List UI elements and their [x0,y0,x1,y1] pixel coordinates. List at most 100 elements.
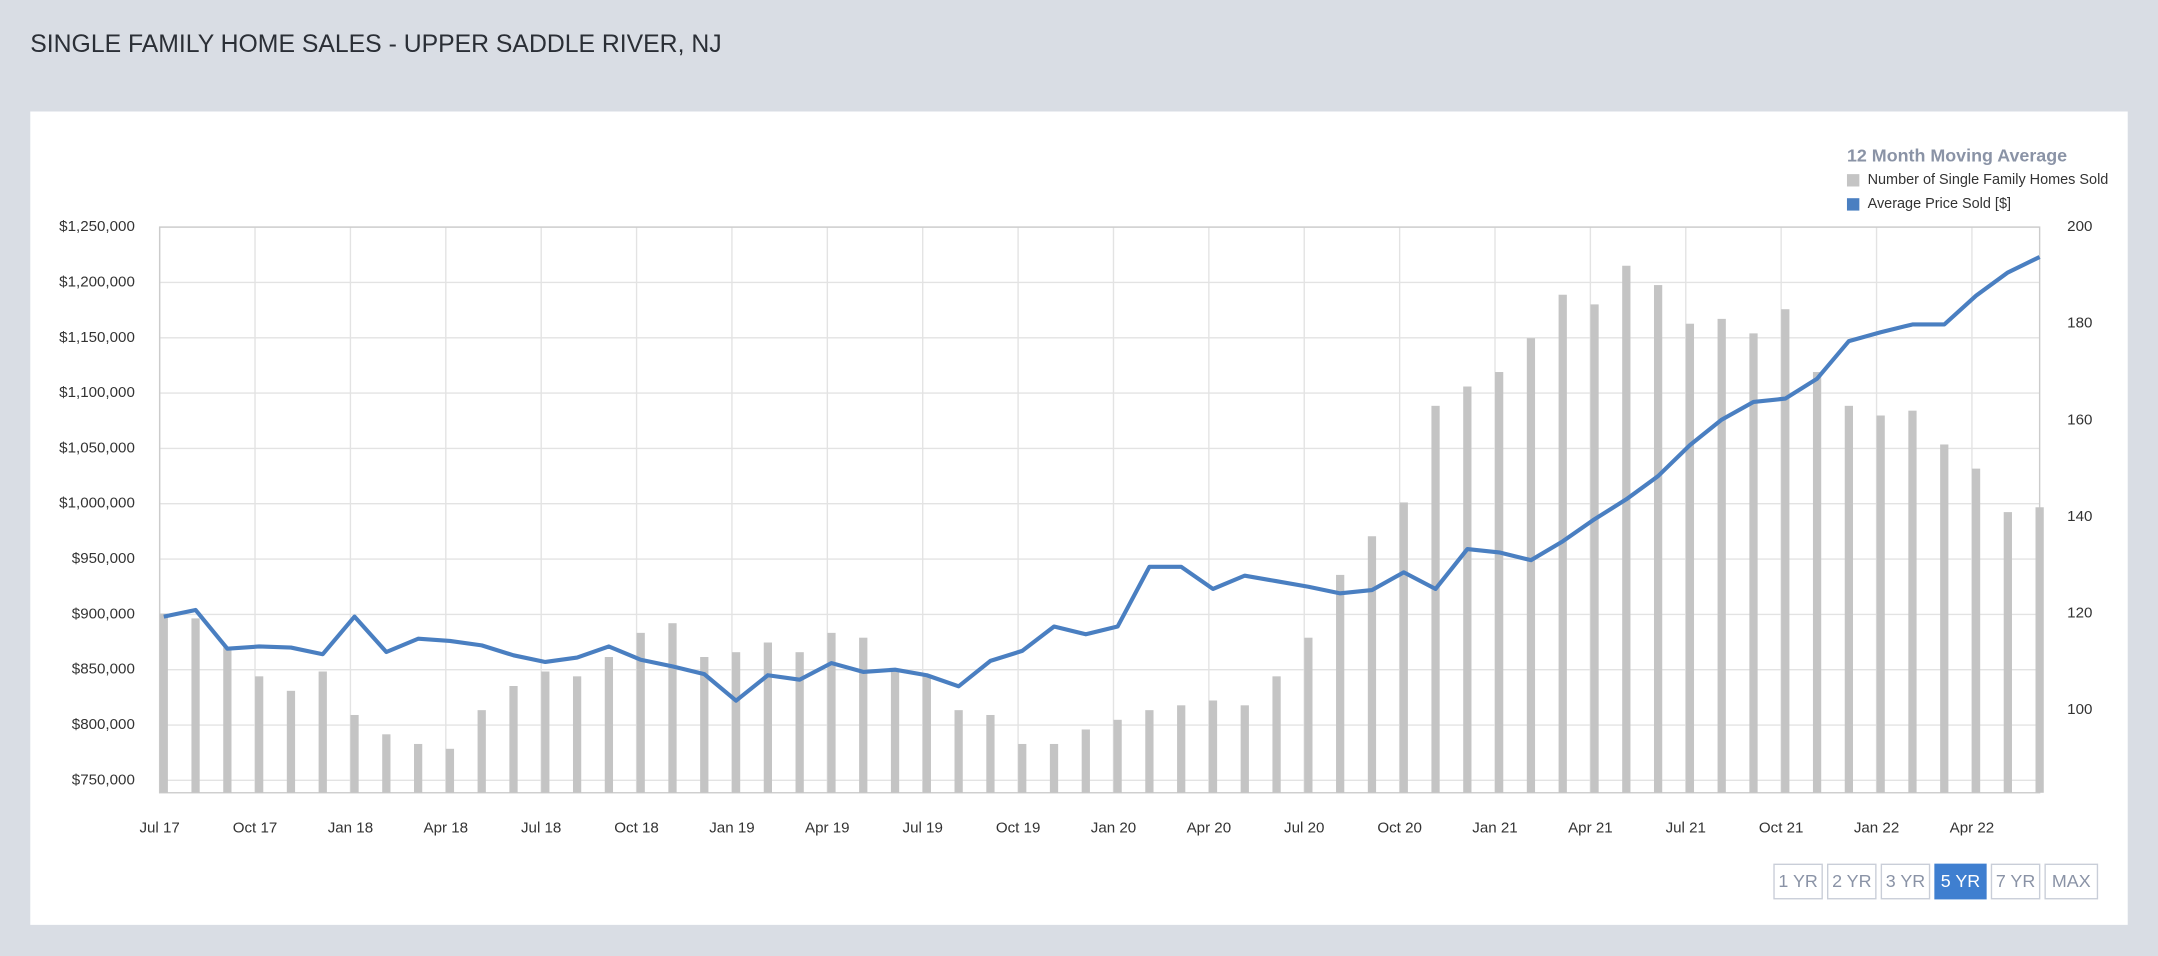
bar [1971,468,1981,793]
bar [1622,265,1631,793]
x-tick-label: Jan 20 [1091,820,1136,837]
y-tick-label: $1,100,000 [59,384,135,401]
x-tick-label: Oct 18 [614,820,659,837]
bar [350,714,359,793]
bar [1812,372,1822,793]
bar [159,613,168,793]
range-button-label[interactable]: MAX [2052,871,2091,891]
bar [1717,318,1726,793]
x-tick-label: Jul 20 [1284,820,1324,837]
y-tick-label: $1,250,000 [59,218,135,235]
x-tick-label: Apr 22 [1950,820,1995,837]
x-tick-label: Jan 18 [328,820,373,837]
bar [223,647,232,793]
bar [1685,323,1695,793]
bar [445,748,455,793]
legend-swatch [1846,174,1860,187]
y2-tick-label: 180 [2067,315,2092,332]
bar [636,632,645,793]
bar [1781,309,1790,793]
x-tick-label: Jul 21 [1666,820,1706,837]
x-tick-label: Apr 21 [1568,820,1613,837]
y-tick-label: $1,000,000 [59,495,135,512]
bar [2035,507,2044,793]
range-button[interactable] [1773,863,1823,900]
bar [191,618,200,793]
y-tick-label: $950,000 [72,550,135,567]
range-button-label[interactable]: 2 YR [1832,871,1872,891]
range-button-label[interactable]: 3 YR [1886,871,1926,891]
range-button-label[interactable]: 7 YR [1996,871,2036,891]
range-button-label[interactable]: 5 YR [1941,871,1981,891]
range-button[interactable] [2044,863,2099,900]
bar [954,710,963,793]
bar [1940,444,1949,793]
bar [1208,700,1218,793]
bar [1240,705,1249,793]
x-tick-label: Apr 20 [1187,820,1232,837]
x-tick-label: Apr 19 [805,820,850,837]
range-button[interactable] [1990,863,2041,900]
bar [1399,502,1408,793]
bar [1749,333,1758,793]
bar [604,657,614,793]
bar [1145,710,1154,793]
y-tick-label: $900,000 [72,605,135,622]
bar [1495,372,1504,793]
bar [1653,285,1663,793]
bar [1526,338,1536,793]
y2-tick-label: 160 [2067,411,2092,428]
bar [1049,743,1059,793]
bar [541,671,550,793]
legend-swatch [1846,198,1860,211]
bar [922,676,931,793]
bar [1177,705,1186,793]
bar [668,623,677,793]
range-button[interactable] [1827,863,1877,900]
bar [255,676,264,793]
bar [700,657,709,793]
bar [1018,743,1027,793]
x-tick-label: Jul 18 [521,820,561,837]
bar [1590,304,1599,793]
price-line [163,255,2041,703]
bar [286,690,296,793]
bar [1336,574,1345,793]
bar [1844,405,1854,793]
range-button-label[interactable]: 1 YR [1778,871,1818,891]
bar [1304,637,1313,793]
legend-label: Number of Single Family Homes Sold [1868,172,2109,188]
y2-tick-label: 100 [2067,701,2092,718]
x-tick-label: Oct 20 [1377,820,1422,837]
legend-label: Average Price Sold [$] [1868,196,2011,212]
bar [318,671,327,793]
y2-tick-label: 140 [2067,508,2092,525]
bar [827,632,836,793]
x-tick-label: Jul 19 [903,820,943,837]
chart-card [30,111,2128,925]
x-tick-label: Apr 18 [424,820,469,837]
bar [1908,410,1917,793]
y2-tick-label: 200 [2067,218,2092,235]
bar [2003,512,2012,793]
y-tick-label: $1,200,000 [59,273,135,290]
x-tick-label: Jul 17 [139,820,179,837]
legend-title: 12 Month Moving Average [1847,146,2067,166]
x-tick-label: Oct 19 [996,820,1041,837]
bar [382,734,391,793]
x-tick-label: Jan 22 [1854,820,1899,837]
bar [859,637,868,793]
range-button[interactable] [1880,863,1931,900]
y-tick-label: $750,000 [72,771,135,788]
bar [1463,386,1472,793]
bar [414,743,423,793]
bar [731,652,741,793]
range-button[interactable] [1934,863,1987,900]
bar [890,671,900,793]
y-tick-label: $1,150,000 [59,329,135,346]
bar [795,652,804,793]
x-tick-label: Oct 17 [233,820,278,837]
y-tick-label: $800,000 [72,716,135,733]
